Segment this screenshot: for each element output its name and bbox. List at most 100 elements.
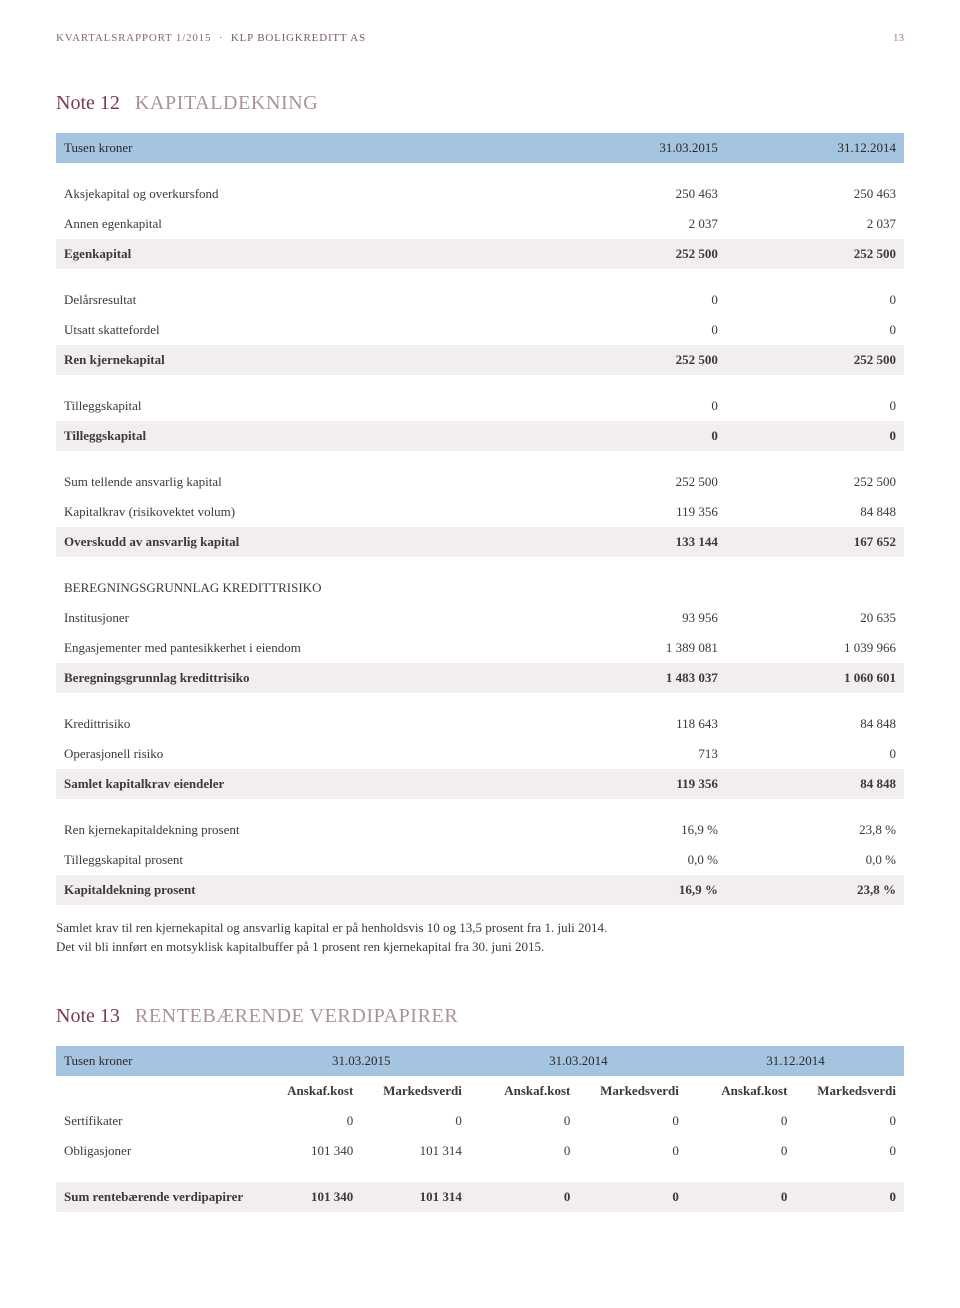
row-value: 250 463 [726,179,904,209]
table-row: Sum rentebærende verdipapirer101 340101 … [56,1182,904,1212]
table-row: Kredittrisiko118 64384 848 [56,709,904,739]
row-value: 101 314 [361,1136,470,1166]
footnote-line-1: Samlet krav til ren kjernekapital og ans… [56,920,607,935]
note-number: Note 12 [56,92,120,114]
report-name: KVARTALSRAPPORT 1/2015 [56,32,211,44]
table-row: Tusen kroner31.03.201531.12.2014 [56,133,904,163]
table-row: Samlet kapitalkrav eiendeler119 35684 84… [56,769,904,799]
table-row: Utsatt skattefordel00 [56,315,904,345]
page-header: KVARTALSRAPPORT 1/2015 · KLP BOLIGKREDIT… [56,0,904,92]
row-value: 31.03.2015 [253,1046,470,1076]
spacer-row [56,693,904,709]
row-value: 31.12.2014 [726,133,904,163]
row-value: 167 652 [726,527,904,557]
row-value: 84 848 [726,497,904,527]
row-value: 16,9 % [548,815,726,845]
row-value: 0 [687,1136,796,1166]
table-row: Sertifikater000000 [56,1106,904,1136]
row-value: 31.03.2015 [548,133,726,163]
table-row: Tilleggskapital00 [56,421,904,451]
row-value: 0 [548,315,726,345]
row-label: Aksjekapital og overkursfond [56,179,548,209]
row-value: Markedsverdi [361,1076,470,1106]
spacer-row [56,269,904,285]
row-value: 1 389 081 [548,633,726,663]
note-title: RENTEBÆRENDE VERDIPAPIRER [135,1005,458,1027]
row-value: 0 [578,1136,687,1166]
table-row: Institusjoner93 95620 635 [56,603,904,633]
row-value: 0,0 % [726,845,904,875]
row-value: 0 [795,1106,904,1136]
row-value: 0 [687,1106,796,1136]
row-label: Tusen kroner [56,1046,253,1076]
row-value: 0 [795,1182,904,1212]
row-value: Anskaf.kost [687,1076,796,1106]
table-row: Sum tellende ansvarlig kapital252 500252… [56,467,904,497]
row-value: Anskaf.kost [253,1076,362,1106]
spacer-row [56,557,904,573]
row-value: 1 060 601 [726,663,904,693]
row-value: 119 356 [548,769,726,799]
row-value: 16,9 % [548,875,726,905]
report-title-line: KVARTALSRAPPORT 1/2015 · KLP BOLIGKREDIT… [56,32,366,44]
row-value: 0 [726,285,904,315]
row-label: Sum rentebærende verdipapirer [56,1182,253,1212]
table-row: BEREGNINGSGRUNNLAG KREDITTRISIKO [56,573,904,603]
row-value: 0 [726,739,904,769]
table-row: Overskudd av ansvarlig kapital133 144167… [56,527,904,557]
row-label: Annen egenkapital [56,209,548,239]
row-value: 2 037 [726,209,904,239]
footnote-line-2: Det vil bli innført en motsyklisk kapita… [56,939,544,954]
table-row: Tilleggskapital00 [56,391,904,421]
row-label: Beregningsgrunnlag kredittrisiko [56,663,548,693]
row-value: 0 [548,421,726,451]
row-label: Tilleggskapital prosent [56,845,548,875]
note-13-heading: Note 13 RENTEBÆRENDE VERDIPAPIRER [56,1005,904,1028]
row-label: Operasjonell risiko [56,739,548,769]
row-label: Sertifikater [56,1106,253,1136]
row-value: 250 463 [548,179,726,209]
row-value: 0 [361,1106,470,1136]
row-value: 252 500 [726,467,904,497]
row-label: Sum tellende ansvarlig kapital [56,467,548,497]
row-value: 119 356 [548,497,726,527]
row-value: 31.03.2014 [470,1046,687,1076]
securities-table: Tusen kroner31.03.201531.03.201431.12.20… [56,1046,904,1212]
table-row: Kapitalkrav (risikovektet volum)119 3568… [56,497,904,527]
row-value: 101 340 [253,1182,362,1212]
row-value: 713 [548,739,726,769]
row-value [548,573,726,603]
row-value: 252 500 [726,239,904,269]
row-value: 0 [687,1182,796,1212]
spacer-row [56,375,904,391]
table-row: Annen egenkapital2 0372 037 [56,209,904,239]
row-value: 0 [578,1182,687,1212]
row-value: 0 [578,1106,687,1136]
row-value: 1 039 966 [726,633,904,663]
row-value: 84 848 [726,709,904,739]
row-value: Markedsverdi [795,1076,904,1106]
row-label: Kredittrisiko [56,709,548,739]
row-value: 118 643 [548,709,726,739]
row-label: Samlet kapitalkrav eiendeler [56,769,548,799]
spacer-row [56,163,904,179]
table-row: Aksjekapital og overkursfond250 463250 4… [56,179,904,209]
row-value: 20 635 [726,603,904,633]
note-title: KAPITALDEKNING [135,92,318,114]
capital-adequacy-table: Tusen kroner31.03.201531.12.2014 Aksjekap… [56,133,904,905]
note-13: Note 13 RENTEBÆRENDE VERDIPAPIRER Tusen … [56,1005,904,1212]
table-row: Anskaf.kostMarkedsverdiAnskaf.kostMarked… [56,1076,904,1106]
row-label: Tilleggskapital [56,421,548,451]
row-label: Ren kjernekapital [56,345,548,375]
row-label [56,1076,253,1106]
row-label: Institusjoner [56,603,548,633]
note-number: Note 13 [56,1005,120,1027]
row-value: 0 [470,1182,579,1212]
row-value: 133 144 [548,527,726,557]
table-row: Operasjonell risiko7130 [56,739,904,769]
row-value: 0 [726,391,904,421]
row-value: 252 500 [548,345,726,375]
row-value: 0 [726,421,904,451]
company-name: KLP BOLIGKREDITT AS [231,32,366,44]
row-value [726,573,904,603]
